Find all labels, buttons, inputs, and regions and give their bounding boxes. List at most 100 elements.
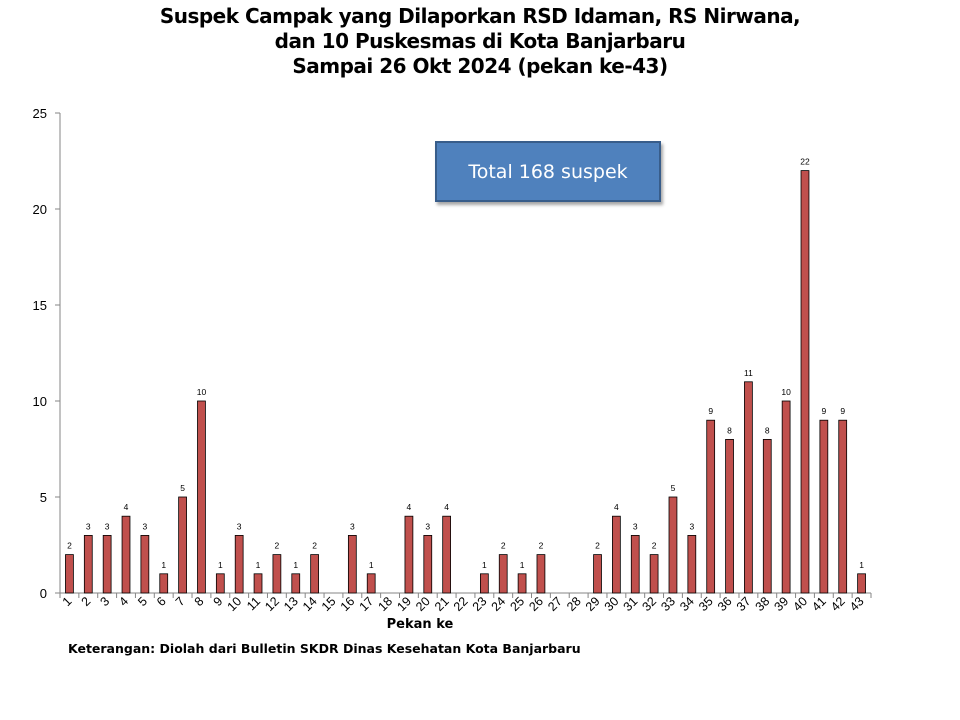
bar	[347, 535, 357, 594]
x-tick-label: 1	[60, 594, 75, 609]
chart-title-line-3: Sampai 26 Okt 2024 (pekan ke-43)	[292, 54, 668, 78]
x-tick-label: 14	[300, 594, 320, 614]
x-tick-label: 3	[97, 594, 112, 609]
x-tick-label: 8	[192, 594, 207, 609]
bar	[423, 535, 433, 594]
x-tick-label: 27	[545, 594, 565, 614]
data-label: 22	[800, 157, 810, 167]
data-label: 3	[350, 521, 355, 531]
bar	[83, 535, 93, 594]
x-tick-label: 10	[225, 594, 245, 614]
total-annotation-text: Total 168 suspek	[468, 160, 628, 183]
x-tick-label: 32	[639, 594, 659, 614]
x-tick-label: 31	[621, 594, 641, 614]
bar	[291, 573, 301, 594]
x-tick-label: 5	[135, 594, 150, 609]
x-tick-label: 24	[489, 594, 509, 614]
x-tick-label: 11	[244, 594, 263, 613]
data-label: 2	[539, 541, 544, 551]
x-tick-label: 20	[413, 594, 433, 614]
bar	[781, 400, 791, 594]
bar	[178, 496, 187, 594]
bar	[838, 419, 848, 594]
bar	[121, 515, 131, 594]
bar	[234, 535, 244, 594]
bar	[140, 535, 150, 594]
data-label: 1	[859, 560, 864, 570]
bar	[762, 438, 772, 594]
data-label: 4	[124, 502, 129, 512]
y-tick-label: 15	[33, 298, 47, 313]
bar	[687, 535, 697, 594]
bar	[404, 515, 414, 594]
bar	[102, 535, 112, 594]
data-label: 3	[237, 521, 242, 531]
x-tick-label: 35	[696, 594, 716, 614]
total-annotation-box: Total 168 suspek	[435, 141, 661, 202]
x-tick-label: 29	[583, 594, 603, 614]
bar	[498, 554, 508, 594]
x-tick-label: 18	[375, 594, 395, 614]
x-tick-label: 6	[154, 594, 169, 609]
data-label: 2	[275, 541, 280, 551]
bar	[215, 573, 225, 594]
data-label: 1	[218, 560, 223, 570]
data-label: 2	[501, 541, 506, 551]
data-label: 8	[765, 425, 770, 435]
data-label: 4	[407, 502, 412, 512]
data-label: 1	[293, 560, 298, 570]
x-tick-label: 4	[116, 594, 131, 609]
x-tick-label: 2	[79, 594, 94, 609]
source-note: Keterangan: Diolah dari Bulletin SKDR Di…	[68, 641, 581, 656]
x-tick-label: 30	[602, 594, 622, 614]
x-tick-label: 34	[677, 594, 697, 614]
data-label: 11	[744, 368, 753, 378]
x-tick-label: 9	[211, 594, 226, 609]
x-tick-label: 17	[357, 594, 377, 614]
data-label: 9	[821, 406, 826, 416]
y-tick-label: 0	[40, 586, 47, 601]
chart-title: Suspek Campak yang Dilaporkan RSD Idaman…	[0, 4, 960, 79]
bar	[800, 170, 810, 594]
x-tick-label: 36	[715, 594, 735, 614]
bar	[442, 515, 452, 594]
data-label: 10	[781, 387, 791, 397]
x-tick-label: 43	[847, 594, 867, 614]
data-label: 3	[105, 521, 110, 531]
bar	[649, 554, 659, 594]
data-label: 4	[444, 502, 449, 512]
x-tick-label: 42	[828, 594, 848, 614]
bar	[517, 573, 527, 594]
data-label: 2	[595, 541, 600, 551]
data-label: 9	[840, 406, 845, 416]
y-tick-label: 25	[33, 106, 47, 121]
x-tick-label: 12	[262, 594, 282, 614]
data-label: 5	[180, 483, 185, 493]
data-label: 8	[727, 425, 732, 435]
bar	[668, 496, 678, 594]
x-tick-label: 40	[790, 594, 810, 614]
x-tick-label: 21	[432, 594, 452, 614]
bar	[725, 438, 734, 594]
data-label: 2	[652, 541, 657, 551]
bar	[744, 381, 753, 594]
data-label: 9	[708, 406, 713, 416]
bar	[272, 554, 282, 594]
x-tick-label: 7	[173, 594, 188, 609]
x-tick-label: 15	[319, 594, 339, 614]
data-label: 4	[614, 502, 619, 512]
x-tick-label: 22	[451, 594, 471, 614]
x-tick-label: 16	[338, 594, 358, 614]
bar	[65, 554, 74, 594]
data-label: 3	[425, 521, 430, 531]
data-label: 2	[312, 541, 317, 551]
bar	[197, 400, 206, 594]
data-label: 5	[671, 483, 676, 493]
x-tick-label: 23	[470, 594, 490, 614]
bar	[310, 554, 319, 594]
bar	[630, 535, 640, 594]
x-tick-label: 25	[507, 594, 527, 614]
data-label: 1	[256, 560, 261, 570]
bar	[159, 573, 169, 594]
x-tick-label: 41	[809, 594, 829, 614]
